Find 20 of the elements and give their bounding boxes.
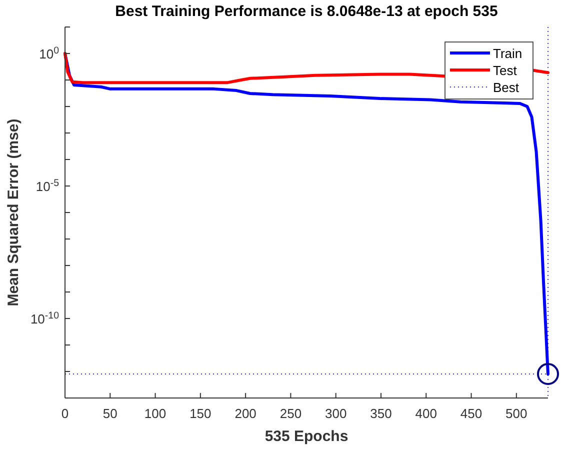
x-axis-title: 535 Epochs [264, 428, 348, 445]
x-tick-label: 100 [144, 406, 166, 421]
x-tick-label: 450 [460, 406, 482, 421]
chart-title: Best Training Performance is 8.0648e-13 at epoch 535 [115, 3, 498, 20]
y-tick-label: 10$^{-5}$ [36, 178, 60, 194]
y-tick-label: 10$^{-10}$ [30, 310, 60, 326]
legend-label: Best [493, 80, 520, 95]
legend-label: Test [493, 63, 518, 78]
x-tick-label: 150 [190, 406, 212, 421]
x-tick-label: 400 [415, 406, 437, 421]
x-tick-label: 200 [234, 406, 256, 421]
x-tick-label: 250 [280, 406, 302, 421]
x-tick-label: 50 [102, 406, 118, 421]
x-tick-label: 300 [324, 406, 347, 421]
y-axis-title: Mean Squared Error (mse) [5, 118, 22, 306]
legend-label: Train [493, 46, 522, 61]
y-tick-label: 10$^{0}$ [39, 45, 60, 62]
x-tick-label: 500 [506, 406, 528, 421]
x-tick-label: 0 [61, 406, 69, 421]
x-tick-label: 350 [370, 406, 392, 421]
